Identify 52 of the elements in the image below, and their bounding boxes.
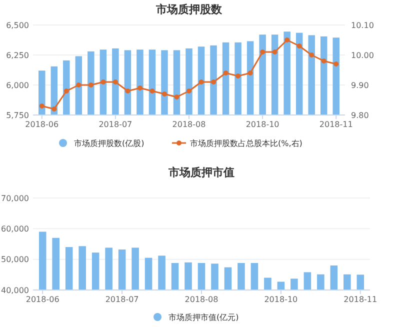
x-tick-label: 2018-08 bbox=[184, 295, 218, 304]
legend-label: 市场质押股数(亿股) bbox=[74, 138, 144, 148]
chart-title: 市场质押股数 bbox=[155, 3, 223, 16]
point bbox=[112, 80, 118, 84]
y2-tick-label: 10.00 bbox=[351, 50, 374, 60]
x-tick-label: 2018-10 bbox=[264, 295, 298, 304]
legend-label: 市场质押股数占总股本比(%,右) bbox=[190, 138, 302, 148]
point bbox=[100, 80, 106, 84]
y-tick-label: 60,000 bbox=[1, 224, 29, 234]
point bbox=[296, 44, 302, 48]
y-tick-label: 5,750 bbox=[6, 110, 29, 120]
y-tick-label: 6,500 bbox=[6, 20, 29, 30]
point bbox=[198, 80, 204, 84]
x-tick-label: 2018-07 bbox=[98, 120, 132, 129]
point bbox=[76, 82, 82, 88]
point bbox=[236, 74, 241, 78]
point bbox=[309, 52, 314, 58]
point bbox=[162, 92, 167, 96]
legend-label: 市场质押市值(亿元) bbox=[168, 312, 239, 322]
point bbox=[52, 106, 57, 112]
point bbox=[272, 50, 278, 54]
y-tick-label: 70,000 bbox=[1, 194, 29, 203]
point bbox=[186, 88, 192, 94]
y-tick-label: 50,000 bbox=[1, 255, 29, 264]
point bbox=[211, 80, 216, 84]
y2-tick-label: 10.10 bbox=[351, 20, 374, 30]
x-tick-label: 2018-06 bbox=[26, 295, 60, 304]
y-tick-label: 6,000 bbox=[6, 80, 29, 90]
x-tick-label: 2018-06 bbox=[25, 120, 59, 129]
point bbox=[125, 88, 130, 94]
chart-title: 市场质押市值 bbox=[168, 166, 234, 179]
point bbox=[284, 38, 290, 42]
x-tick-label: 2018-07 bbox=[105, 295, 139, 304]
point bbox=[260, 50, 266, 54]
point bbox=[248, 70, 253, 76]
point bbox=[137, 86, 142, 90]
point bbox=[321, 58, 326, 64]
x-tick-label: 2018-11 bbox=[319, 120, 353, 129]
point bbox=[39, 104, 44, 108]
point bbox=[150, 88, 155, 94]
y2-tick-label: 9.90 bbox=[351, 80, 369, 90]
x-tick-label: 2018-10 bbox=[246, 120, 280, 129]
y-tick-label: 6,250 bbox=[6, 50, 29, 60]
point bbox=[223, 70, 228, 76]
x-tick-label: 2018-08 bbox=[172, 120, 206, 129]
y-tick-label: 40,000 bbox=[1, 286, 29, 295]
point bbox=[174, 94, 180, 100]
y2-tick-label: 9.80 bbox=[351, 110, 369, 120]
point bbox=[334, 62, 339, 66]
point bbox=[88, 82, 94, 88]
x-tick-label: 2018-11 bbox=[344, 295, 378, 304]
point bbox=[64, 88, 69, 94]
